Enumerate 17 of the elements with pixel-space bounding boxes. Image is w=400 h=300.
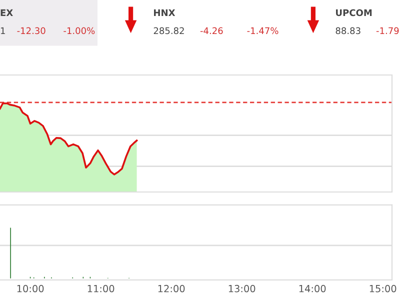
- x-tick-label: 13:00: [228, 284, 256, 292]
- x-tick-label: 14:00: [299, 284, 326, 292]
- x-tick-label: 10:00: [17, 284, 44, 292]
- text: -12.30: [17, 27, 46, 34]
- x-tick-label: 15:00: [370, 284, 396, 292]
- x-tick-label: 12:00: [158, 284, 185, 292]
- x-tick-label: 11:00: [88, 284, 114, 292]
- text: -1.00%: [64, 27, 95, 34]
- text: -4.26: [200, 27, 223, 34]
- text: UPCOM: [336, 9, 372, 16]
- text: EX: [0, 9, 13, 16]
- text: -1.47%: [247, 27, 278, 34]
- text: HNX: [154, 9, 176, 16]
- text: 88.83: [336, 27, 360, 34]
- text: -1.79: [376, 27, 399, 34]
- text: 285.82: [154, 27, 184, 34]
- text: 1: [0, 27, 5, 34]
